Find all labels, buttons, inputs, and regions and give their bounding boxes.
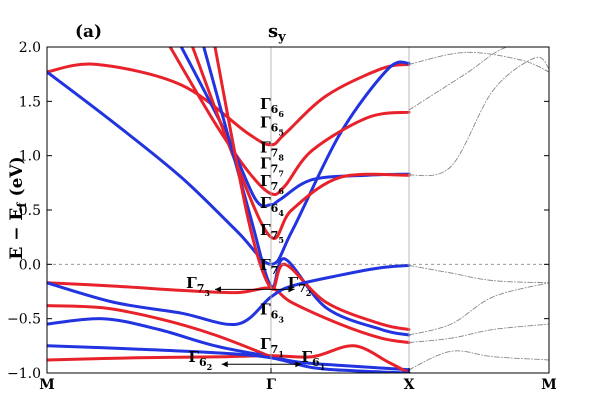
band-line-gray-17 bbox=[408, 282, 549, 336]
band-line-red-6 bbox=[213, 47, 411, 331]
gamma-label: Γ65 bbox=[260, 113, 284, 137]
reference-lines bbox=[47, 47, 549, 373]
axes-frame bbox=[46, 46, 550, 374]
x-tick-label: M bbox=[541, 377, 557, 393]
gamma-label: Γ78 bbox=[260, 138, 284, 162]
band-line-gray-15 bbox=[408, 56, 549, 177]
gamma-label: Γ7 bbox=[260, 256, 278, 277]
gamma-label: Γ61 bbox=[301, 348, 325, 372]
y-axis-label-main: E − E bbox=[7, 208, 27, 260]
x-tick-label: M bbox=[39, 377, 55, 393]
gamma-label: Γ75 bbox=[260, 221, 284, 245]
gamma-label: Γ72 bbox=[288, 274, 312, 298]
band-curves bbox=[47, 47, 549, 373]
x-tick-label: Γ bbox=[266, 377, 276, 393]
chart-title-main: s bbox=[268, 21, 278, 42]
y-tick-label: 1.0 bbox=[19, 149, 41, 165]
band-line-red-9 bbox=[47, 304, 273, 359]
y-tick-label: −1.0 bbox=[7, 366, 41, 382]
gamma-label: Γ62 bbox=[188, 348, 212, 372]
band-line-gray-14 bbox=[408, 47, 549, 111]
band-line-red-11 bbox=[47, 344, 411, 373]
band-line-gray-18 bbox=[408, 323, 549, 344]
x-tick-label: X bbox=[404, 377, 415, 393]
band-line-gray-13 bbox=[408, 51, 549, 73]
chart-title-sub: y bbox=[277, 30, 286, 45]
band-line-red-0 bbox=[47, 62, 411, 147]
gamma-label: Γ64 bbox=[260, 194, 284, 218]
band-line-blue-12 bbox=[47, 344, 411, 373]
y-tick-label: −0.5 bbox=[7, 312, 41, 328]
y-tick-label: 2.0 bbox=[19, 40, 41, 56]
band-line-blue-10 bbox=[47, 317, 411, 372]
band-line-gray-16 bbox=[408, 264, 549, 284]
gamma-label: Γ71 bbox=[260, 335, 284, 359]
annotation-arrow-head bbox=[295, 361, 302, 368]
gamma-label: Γ73 bbox=[186, 274, 210, 298]
y-axis-label-sub: f bbox=[15, 202, 29, 208]
gamma-label: Γ76 bbox=[260, 172, 284, 196]
y-tick-label: 0.0 bbox=[19, 257, 41, 273]
band-line-gray-19 bbox=[408, 350, 549, 371]
band-line-red-7 bbox=[47, 281, 411, 345]
annotation-arrow-head bbox=[221, 361, 228, 368]
gamma-label: Γ63 bbox=[260, 300, 284, 324]
annotation-arrow-head bbox=[215, 286, 221, 293]
gamma-label: Γ66 bbox=[260, 95, 284, 119]
y-axis-label: E − Ef (eV) bbox=[7, 156, 29, 259]
y-axis-ticks: −1.0 −0.5 0.0 0.5 1.0 1.5 2.0 bbox=[7, 40, 549, 382]
annotation-arrow-head bbox=[288, 286, 295, 293]
y-tick-label: 1.5 bbox=[19, 94, 41, 110]
band-line-blue-1 bbox=[47, 60, 411, 266]
y-tick-label: 0.5 bbox=[19, 203, 41, 219]
chart-title: sy bbox=[268, 21, 286, 45]
plot-frame bbox=[46, 46, 550, 374]
band-line-red-4 bbox=[191, 47, 411, 241]
band-line-red-2 bbox=[168, 47, 411, 197]
y-axis-label-unit: (eV) bbox=[7, 156, 27, 196]
gamma-label: Γ77 bbox=[260, 155, 284, 179]
panel-label: (a) bbox=[75, 22, 102, 42]
